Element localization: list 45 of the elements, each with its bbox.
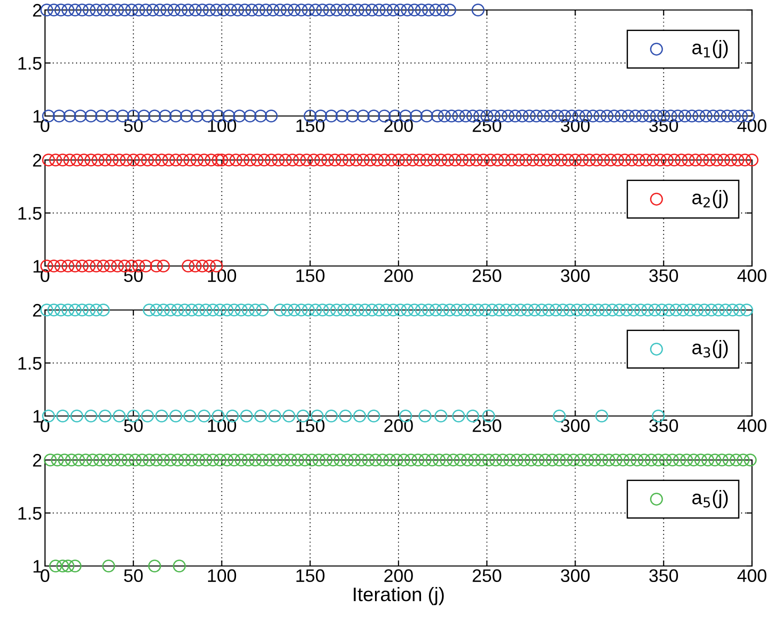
y-tick-label: 2 [33, 304, 42, 317]
x-tick-label: 200 [384, 419, 413, 432]
x-tick-label: 400 [737, 419, 766, 432]
y-tick-label: 1.5 [18, 357, 42, 370]
legend-label: a$_{5}$(j) [692, 490, 728, 508]
x-tick-label: 400 [737, 119, 766, 132]
x-tick-label: 250 [472, 569, 502, 582]
x-tick-label: 150 [296, 269, 324, 282]
y-tick-label: 1.5 [18, 57, 42, 70]
x-tick-label: 250 [472, 419, 502, 432]
x-tick-label: 100 [208, 269, 236, 282]
x-tick-label: 300 [560, 569, 590, 582]
y-tick-label: 2 [33, 154, 42, 167]
x-tick-label: 300 [560, 269, 590, 282]
x-tick-label: 0 [40, 569, 50, 582]
x-tick-label: 400 [737, 569, 766, 582]
x-tick-label: 0 [40, 119, 50, 132]
x-tick-label: 350 [649, 569, 678, 582]
x-tick-label: 350 [649, 269, 678, 282]
y-tick-label: 2 [33, 454, 42, 467]
y-tick-label: 1 [34, 560, 42, 573]
y-tick-label: 2 [33, 4, 42, 17]
x-tick-label: 200 [384, 569, 413, 582]
x-tick-label: 150 [296, 119, 324, 132]
x-tick-label: 400 [737, 269, 766, 282]
y-tick-label: 1 [34, 260, 42, 273]
legend-label: a$_{1}$(j) [692, 40, 728, 58]
y-tick-label: 1 [34, 410, 42, 423]
x-tick-label: 50 [124, 569, 143, 582]
x-tick-label: 200 [384, 269, 413, 282]
x-axis-title: Iteration (j) [354, 587, 444, 606]
x-tick-label: 0 [40, 269, 50, 282]
legend-label: a$_{3}$(j) [692, 340, 728, 358]
x-tick-label: 250 [472, 269, 502, 282]
x-tick-label: 100 [208, 569, 236, 582]
x-tick-label: 150 [296, 419, 324, 432]
x-tick-label: 350 [649, 419, 678, 432]
x-tick-label: 0 [40, 419, 50, 432]
y-tick-label: 1 [34, 110, 42, 123]
x-tick-label: 300 [560, 419, 590, 432]
legend-label: a$_{2}$(j) [692, 190, 728, 208]
y-tick-label: 1.5 [18, 207, 42, 220]
y-tick-label: 1.5 [18, 507, 42, 520]
x-tick-label: 100 [208, 419, 236, 432]
x-tick-label: 150 [296, 569, 324, 582]
